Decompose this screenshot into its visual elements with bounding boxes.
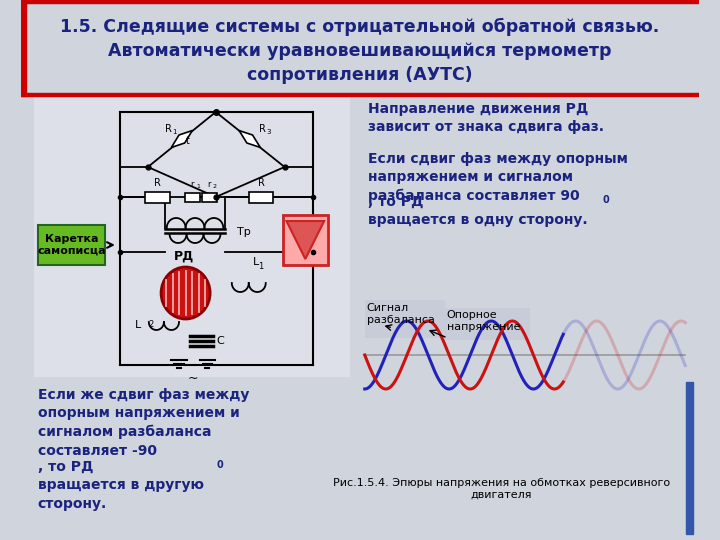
Text: Каретка
самописца: Каретка самописца <box>37 234 106 256</box>
Text: Тр: Тр <box>238 227 251 237</box>
Text: Опорное
напряжение: Опорное напряжение <box>446 310 521 332</box>
Bar <box>184 192 199 201</box>
Text: ~: ~ <box>188 372 199 385</box>
Polygon shape <box>287 221 324 259</box>
Text: 2: 2 <box>213 184 217 189</box>
Text: r: r <box>191 180 194 189</box>
Text: 3: 3 <box>266 129 271 135</box>
Text: 1: 1 <box>172 129 177 135</box>
Bar <box>445 308 530 340</box>
Text: 0: 0 <box>602 195 609 205</box>
Text: L: L <box>253 257 258 267</box>
Text: C: C <box>217 336 225 346</box>
Text: Рис.1.5.4. Эпюры напряжения на обмотках реверсивного
двигателя: Рис.1.5.4. Эпюры напряжения на обмотках … <box>333 478 670 500</box>
Bar <box>21 93 699 96</box>
Text: 1: 1 <box>258 262 264 271</box>
Text: R: R <box>165 124 172 134</box>
Bar <box>21 0 699 3</box>
Text: Если же сдвиг фаз между
опорным напряжением и
сигналом разбаланса
составляет -90: Если же сдвиг фаз между опорным напряжен… <box>37 388 249 457</box>
Polygon shape <box>171 131 192 147</box>
Text: Сигнал
разбаланса: Сигнал разбаланса <box>366 303 434 325</box>
Text: РД: РД <box>174 250 194 263</box>
Text: , то РД
вращается в одну сторону.: , то РД вращается в одну сторону. <box>367 195 588 227</box>
Bar <box>34 97 350 377</box>
Bar <box>249 192 274 202</box>
Bar <box>145 192 170 202</box>
Text: Направление движения РД
зависит от знака сдвига фаз.: Направление движения РД зависит от знака… <box>367 102 603 134</box>
Text: 2: 2 <box>149 320 154 329</box>
Text: , то РД
вращается в другую
сторону.: , то РД вращается в другую сторону. <box>37 460 204 511</box>
Text: R: R <box>259 124 266 134</box>
Text: Автоматически уравновешивающийся термометр: Автоматически уравновешивающийся термоме… <box>108 42 612 60</box>
Text: Если сдвиг фаз между опорным
напряжением и сигналом
разбаланса составляет 90: Если сдвиг фаз между опорным напряжением… <box>367 152 627 203</box>
Circle shape <box>161 267 210 319</box>
Text: сопротивления (АУТС): сопротивления (АУТС) <box>247 66 473 84</box>
Text: 1.5. Следящие системы с отрицательной обратной связью.: 1.5. Следящие системы с отрицательной об… <box>60 18 660 36</box>
Text: R: R <box>154 178 161 188</box>
Text: t: t <box>186 136 189 146</box>
Bar <box>37 225 105 265</box>
Text: R: R <box>258 178 264 188</box>
Text: 0: 0 <box>217 460 223 470</box>
Bar <box>283 215 328 265</box>
Bar <box>365 300 445 338</box>
Polygon shape <box>239 131 260 147</box>
Bar <box>686 382 693 534</box>
Text: L: L <box>135 320 141 330</box>
Text: 1: 1 <box>196 184 200 189</box>
Bar <box>202 192 217 201</box>
Text: r: r <box>207 180 211 189</box>
Bar <box>21 0 27 96</box>
